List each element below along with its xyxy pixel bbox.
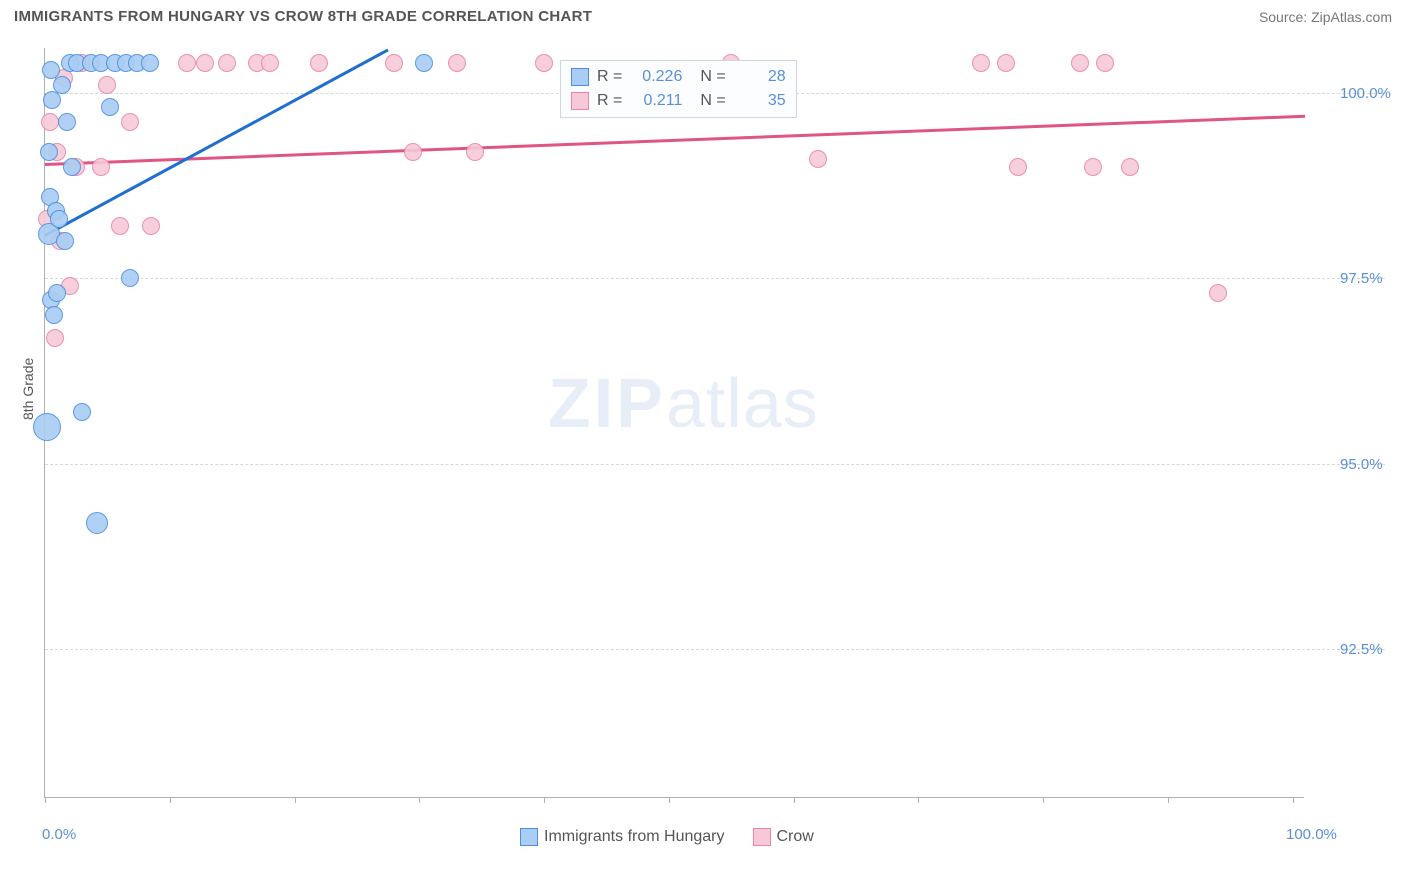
- data-point: [121, 269, 139, 287]
- legend-r-label: R =: [597, 68, 622, 86]
- x-tick: [295, 797, 296, 803]
- x-tick: [794, 797, 795, 803]
- data-point: [535, 54, 553, 72]
- x-tick: [45, 797, 46, 803]
- data-point: [45, 306, 63, 324]
- data-point: [1209, 284, 1227, 302]
- data-point: [121, 113, 139, 131]
- data-point: [41, 113, 59, 131]
- series-legend: Immigrants from Hungary Crow: [520, 828, 832, 846]
- data-point: [1084, 158, 1102, 176]
- legend-swatch: [571, 68, 589, 86]
- y-axis-label: 8th Grade: [20, 358, 36, 420]
- legend-r-value: 0.211: [630, 92, 682, 110]
- data-point: [385, 54, 403, 72]
- data-point: [142, 217, 160, 235]
- trend-line: [45, 115, 1305, 166]
- x-tick: [419, 797, 420, 803]
- legend-n-label: N =: [700, 68, 725, 86]
- data-point: [53, 76, 71, 94]
- data-point: [1071, 54, 1089, 72]
- legend-item: Crow: [753, 828, 814, 846]
- x-tick: [1168, 797, 1169, 803]
- x-tick: [1043, 797, 1044, 803]
- data-point: [404, 143, 422, 161]
- legend-r-label: R =: [597, 92, 622, 110]
- chart-title: IMMIGRANTS FROM HUNGARY VS CROW 8TH GRAD…: [14, 8, 592, 25]
- data-point: [101, 98, 119, 116]
- legend-swatch: [520, 828, 538, 846]
- data-point: [1121, 158, 1139, 176]
- data-point: [218, 54, 236, 72]
- data-point: [448, 54, 466, 72]
- chart-source: Source: ZipAtlas.com: [1259, 9, 1392, 25]
- legend-n-label: N =: [700, 92, 725, 110]
- x-max-label: 100.0%: [1286, 826, 1337, 843]
- y-tick-label: 97.5%: [1340, 270, 1383, 287]
- data-point: [997, 54, 1015, 72]
- data-point: [73, 403, 91, 421]
- x-tick: [170, 797, 171, 803]
- trend-line: [44, 48, 388, 236]
- gridline: [45, 278, 1385, 279]
- legend-n-value: 35: [734, 92, 786, 110]
- data-point: [196, 54, 214, 72]
- legend-row: R = 0.226 N = 28: [571, 65, 786, 89]
- data-point: [63, 158, 81, 176]
- data-point: [33, 413, 61, 441]
- data-point: [40, 143, 58, 161]
- legend-row: R = 0.211 N = 35: [571, 89, 786, 113]
- data-point: [141, 54, 159, 72]
- data-point: [809, 150, 827, 168]
- data-point: [92, 158, 110, 176]
- data-point: [42, 61, 60, 79]
- x-tick: [544, 797, 545, 803]
- y-tick-label: 92.5%: [1340, 641, 1383, 658]
- data-point: [111, 217, 129, 235]
- data-point: [50, 210, 68, 228]
- data-point: [46, 329, 64, 347]
- legend-item: Immigrants from Hungary: [520, 828, 725, 846]
- correlation-legend: R = 0.226 N = 28 R = 0.211 N = 35: [560, 60, 797, 118]
- x-tick: [918, 797, 919, 803]
- legend-r-value: 0.226: [630, 68, 682, 86]
- data-point: [310, 54, 328, 72]
- chart-header: IMMIGRANTS FROM HUNGARY VS CROW 8TH GRAD…: [0, 0, 1406, 31]
- scatter-plot-area: [44, 48, 1304, 798]
- data-point: [178, 54, 196, 72]
- data-point: [48, 284, 66, 302]
- gridline: [45, 649, 1385, 650]
- x-tick: [669, 797, 670, 803]
- data-point: [415, 54, 433, 72]
- x-tick: [1293, 797, 1294, 803]
- legend-n-value: 28: [734, 68, 786, 86]
- x-min-label: 0.0%: [42, 826, 76, 843]
- data-point: [972, 54, 990, 72]
- gridline: [45, 464, 1385, 465]
- data-point: [98, 76, 116, 94]
- legend-swatch: [753, 828, 771, 846]
- data-point: [1009, 158, 1027, 176]
- data-point: [466, 143, 484, 161]
- data-point: [56, 232, 74, 250]
- data-point: [1096, 54, 1114, 72]
- data-point: [261, 54, 279, 72]
- data-point: [86, 512, 108, 534]
- y-tick-label: 100.0%: [1340, 85, 1391, 102]
- y-tick-label: 95.0%: [1340, 456, 1383, 473]
- data-point: [58, 113, 76, 131]
- legend-swatch: [571, 92, 589, 110]
- legend-label: Immigrants from Hungary: [544, 828, 725, 846]
- legend-label: Crow: [777, 828, 814, 846]
